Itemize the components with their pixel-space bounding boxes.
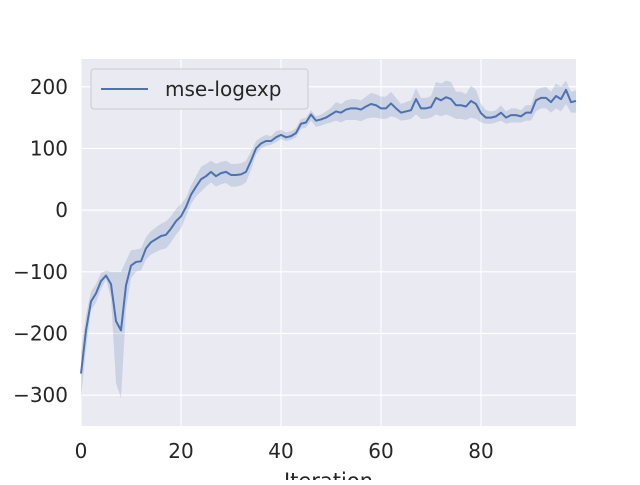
plot-area bbox=[81, 59, 576, 426]
legend-box bbox=[90, 68, 309, 110]
y-tick-label: −100 bbox=[13, 260, 68, 284]
legend: mse-logexp bbox=[90, 68, 309, 110]
x-tick-label: 20 bbox=[168, 439, 193, 463]
tick-labels: 0 20 40 60 80 −300 −200 −100 0 100 200 bbox=[13, 75, 494, 463]
y-tick-label: 0 bbox=[55, 198, 68, 222]
y-tick-label: −200 bbox=[13, 321, 68, 345]
legend-label: mse-logexp bbox=[165, 77, 281, 101]
series-line-layer bbox=[80, 88, 577, 374]
x-tick-label: 40 bbox=[268, 439, 293, 463]
y-tick-label: −300 bbox=[13, 383, 68, 407]
grid bbox=[80, 59, 576, 426]
x-tick-label: 0 bbox=[75, 439, 88, 463]
series-line bbox=[80, 88, 577, 374]
y-tick-label: 200 bbox=[30, 75, 68, 99]
x-axis-title: Iteration bbox=[284, 469, 373, 480]
x-tick-label: 60 bbox=[368, 439, 393, 463]
y-tick-label: 100 bbox=[30, 136, 68, 160]
x-tick-label: 80 bbox=[468, 439, 493, 463]
